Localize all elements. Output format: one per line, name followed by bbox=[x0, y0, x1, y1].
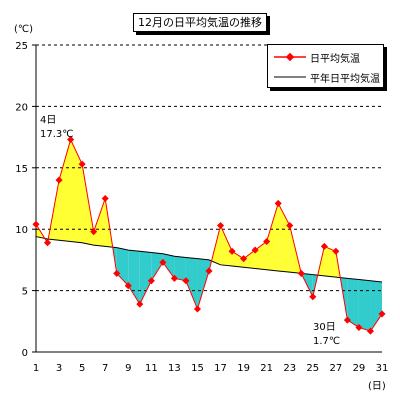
x-tick-label: 5 bbox=[79, 363, 85, 374]
data-point bbox=[124, 282, 132, 290]
data-point bbox=[193, 305, 202, 313]
legend-swatch-normal bbox=[272, 71, 308, 83]
fill-above bbox=[243, 250, 256, 269]
x-tick-label: 11 bbox=[145, 363, 158, 374]
data-point bbox=[182, 277, 190, 285]
fill-above bbox=[220, 225, 233, 267]
fill-below bbox=[128, 250, 140, 305]
data-point bbox=[159, 258, 167, 266]
y-tick-label: 15 bbox=[15, 164, 28, 175]
data-point bbox=[216, 221, 225, 230]
y-tick-label: 0 bbox=[22, 348, 28, 359]
fill-below bbox=[197, 258, 209, 310]
normal-temperature-line bbox=[35, 236, 383, 283]
fill-below bbox=[358, 279, 371, 332]
chart-title: 12月の日平均気温の推移 bbox=[133, 13, 267, 32]
normal-series-line bbox=[35, 236, 383, 283]
fill-below bbox=[139, 251, 152, 305]
fill-above bbox=[59, 139, 71, 242]
fill-below bbox=[162, 253, 175, 279]
y-axis-label: (℃) bbox=[14, 24, 33, 35]
fill-below bbox=[151, 252, 163, 281]
x-tick-label: 27 bbox=[329, 363, 342, 374]
data-point bbox=[205, 267, 213, 275]
x-tick-label: 17 bbox=[214, 363, 227, 374]
data-point bbox=[251, 246, 259, 254]
x-tick-label: 19 bbox=[237, 363, 250, 374]
fill-above bbox=[232, 251, 244, 268]
data-point bbox=[32, 220, 40, 228]
axes bbox=[32, 44, 382, 353]
x-tick-label: 13 bbox=[168, 363, 181, 374]
fill-above bbox=[82, 164, 94, 246]
data-point bbox=[78, 160, 86, 168]
data-point bbox=[355, 323, 363, 331]
data-point bbox=[90, 228, 98, 236]
data-point bbox=[297, 269, 305, 277]
data-point bbox=[378, 310, 386, 318]
data-point bbox=[43, 239, 52, 247]
fill-below bbox=[370, 280, 382, 332]
data-point bbox=[67, 136, 75, 144]
legend-label-normal: 平年日平均気温 bbox=[310, 73, 380, 85]
fill-above bbox=[324, 246, 336, 278]
x-tick-label: 21 bbox=[260, 363, 273, 374]
data-point bbox=[101, 194, 109, 203]
x-tick-label: 23 bbox=[283, 363, 296, 374]
daily-temperature-line bbox=[32, 136, 386, 335]
data-point bbox=[343, 316, 351, 324]
data-point bbox=[228, 247, 236, 255]
data-point bbox=[366, 327, 375, 335]
y-tick-label: 25 bbox=[15, 41, 28, 52]
data-point bbox=[240, 255, 248, 263]
data-point bbox=[263, 237, 271, 246]
x-tick-label: 7 bbox=[102, 363, 108, 374]
fill-below bbox=[174, 256, 186, 281]
x-tick-label: 31 bbox=[376, 363, 389, 374]
x-tick-label: 3 bbox=[56, 363, 62, 374]
y-tick-label: 5 bbox=[22, 287, 28, 298]
data-point bbox=[55, 176, 63, 184]
annotation-min-value: 1.7℃ bbox=[313, 336, 340, 347]
fill-above bbox=[266, 203, 279, 271]
data-point bbox=[274, 199, 282, 207]
x-tick-label: 1 bbox=[33, 363, 39, 374]
y-tick-label: 20 bbox=[15, 102, 28, 113]
data-point bbox=[136, 300, 144, 308]
x-tick-label: 15 bbox=[191, 363, 204, 374]
x-tick-label: 25 bbox=[306, 363, 319, 374]
legend-item-normal: 平年日平均気温 bbox=[272, 69, 380, 85]
y-tick-label: 10 bbox=[15, 225, 28, 236]
data-point bbox=[113, 269, 121, 277]
annotation-max-value: 17.3℃ bbox=[40, 129, 74, 140]
annotation-max-day: 4日 bbox=[40, 115, 56, 126]
legend-item-daily: 日平均気温 bbox=[272, 49, 360, 65]
legend-label-daily: 日平均気温 bbox=[310, 53, 360, 65]
fill-above bbox=[93, 198, 106, 247]
data-point bbox=[320, 242, 328, 250]
x-tick-label: 29 bbox=[353, 363, 366, 374]
legend-swatch-daily bbox=[272, 51, 308, 63]
x-axis-label: (日) bbox=[368, 381, 386, 392]
fill-below bbox=[185, 257, 198, 310]
fill-above bbox=[70, 139, 83, 243]
data-point bbox=[309, 293, 317, 301]
legend: 日平均気温 平年日平均気温 bbox=[267, 44, 384, 88]
data-point bbox=[170, 274, 178, 282]
x-tick-label: 9 bbox=[125, 363, 131, 374]
data-point bbox=[286, 221, 294, 230]
data-point bbox=[332, 247, 340, 255]
annotation-min-day: 30日 bbox=[313, 322, 336, 333]
data-point bbox=[147, 277, 155, 285]
